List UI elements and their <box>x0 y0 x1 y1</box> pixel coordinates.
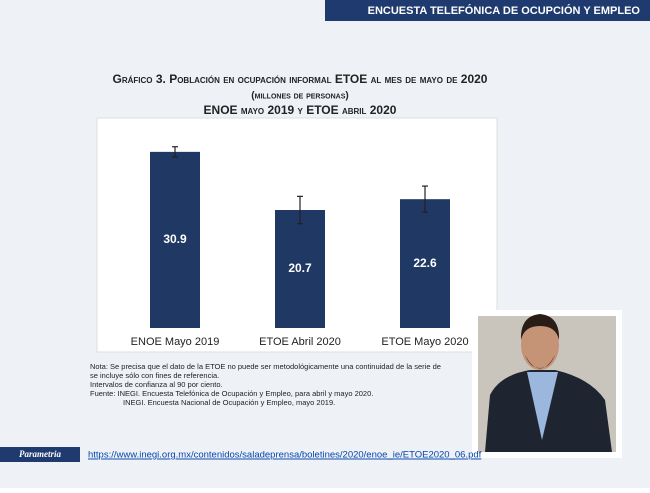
x-tick-label: ETOE Mayo 2020 <box>381 336 468 348</box>
note: Nota: Se precisa que el dato de la ETOE … <box>90 362 441 371</box>
chart-title: Gráfico 3. Población en ocupación inform… <box>113 72 488 86</box>
x-tick-label: ENOE Mayo 2019 <box>131 336 220 348</box>
notes: Nota: Se precisa que el dato de la ETOE … <box>90 362 441 407</box>
data-label: 20.7 <box>288 261 312 275</box>
bar <box>400 199 450 328</box>
chart-subtitle: (millones de personas) <box>251 91 348 102</box>
brand-bar <box>0 447 80 462</box>
x-tick-label: ETOE Abril 2020 <box>259 336 341 348</box>
chart-subtitle: ENOE mayo 2019 y ETOE abril 2020 <box>204 103 397 117</box>
photo-beard <box>525 355 555 369</box>
bar <box>275 210 325 328</box>
bar <box>150 151 200 328</box>
note: Fuente: INEGI. Encuesta Telefónica de Oc… <box>90 389 373 398</box>
note: Intervalos de confianza al 90 por ciento… <box>90 380 223 389</box>
note: INEGI. Encuesta Nacional de Ocupación y … <box>123 398 335 407</box>
photo-face <box>521 320 559 370</box>
photo-hair <box>520 314 560 340</box>
photo-shirt <box>527 372 558 440</box>
source-link[interactable]: https://www.inegi.org.mx/contenidos/sala… <box>88 450 482 461</box>
brand: Parametria <box>19 449 61 459</box>
header: ENCUESTA TELEFÓNICA DE OCUPCIÓN Y EMPLEO <box>368 4 641 17</box>
data-label: 22.6 <box>413 256 437 270</box>
photo <box>472 310 622 458</box>
header-bar <box>325 0 650 21</box>
note: se incluye sólo con fines de referencia. <box>90 371 219 380</box>
data-label: 30.9 <box>163 232 187 246</box>
